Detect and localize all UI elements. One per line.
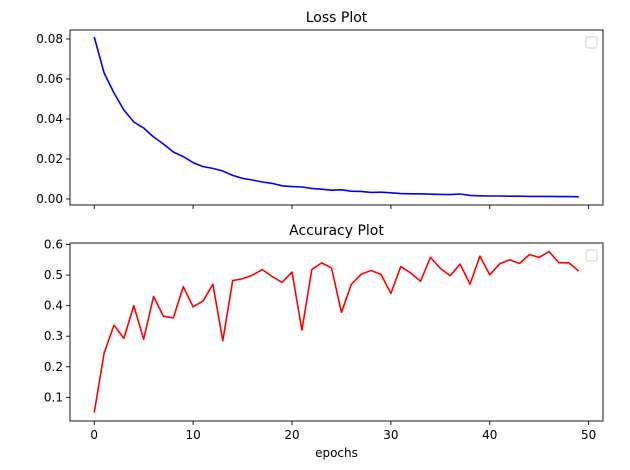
accuracy-y-tick-label: 0.2 xyxy=(44,360,63,374)
x-axis-label: epochs xyxy=(315,446,358,460)
loss-y-tick-label: 0.02 xyxy=(36,152,63,166)
loss-legend xyxy=(585,36,598,49)
accuracy-x-tick-label: 20 xyxy=(284,428,299,442)
accuracy-x-tick-label: 10 xyxy=(185,428,200,442)
accuracy-x-tick-label: 30 xyxy=(383,428,398,442)
accuracy-y-tick-label: 0.4 xyxy=(44,299,63,313)
accuracy-plot-panel: Accuracy Plot epochs 0 10 20 30 40 50 0.1 0.2 0.… xyxy=(44,223,604,460)
accuracy-y-tick-label: 0.6 xyxy=(44,238,63,252)
loss-y-tick-label: 0.04 xyxy=(36,112,63,126)
loss-plot-title: Loss Plot xyxy=(306,10,368,26)
loss-y-tick-label: 0.00 xyxy=(36,192,63,206)
loss-series-line-0 xyxy=(93,36,579,198)
accuracy-y-tick-label: 0.3 xyxy=(44,329,63,343)
accuracy-legend xyxy=(585,249,598,262)
accuracy-y-tick-label: 0.5 xyxy=(44,268,63,282)
loss-y-tick-label: 0.08 xyxy=(36,32,63,46)
accuracy-y-tick-label: 0.1 xyxy=(44,390,63,404)
accuracy-x-tick-label: 40 xyxy=(482,428,497,442)
loss-plot-panel: Loss Plot 0.00 0.02 0.04 0.06 0.08 xyxy=(36,10,604,209)
accuracy-x-tick-label: 0 xyxy=(90,428,98,442)
loss-y-tick-label: 0.06 xyxy=(36,72,63,86)
accuracy-axes-frame xyxy=(69,242,604,422)
accuracy-series-line-0 xyxy=(93,250,580,413)
accuracy-plot-title: Accuracy Plot xyxy=(289,223,384,239)
loss-axes-frame xyxy=(69,29,604,206)
accuracy-x-tick-label: 50 xyxy=(581,428,596,442)
